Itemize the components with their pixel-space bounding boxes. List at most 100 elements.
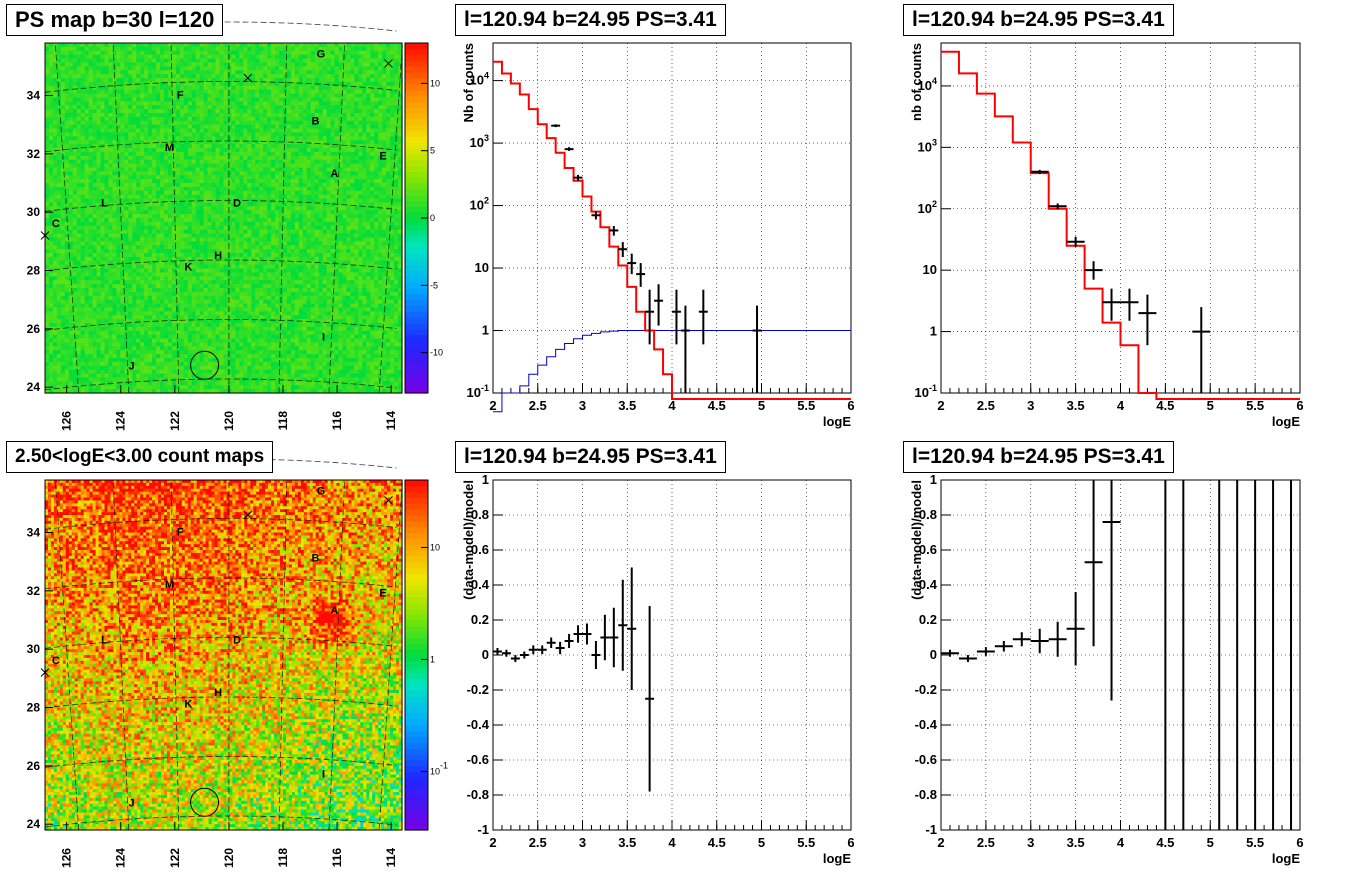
data-point: [752, 305, 762, 393]
x-tick-label: 2: [489, 835, 496, 850]
colorbar-tick-label: 5: [430, 146, 435, 156]
source-label: A: [330, 168, 338, 180]
data-point: [1048, 203, 1067, 210]
y-tick-label: 26: [27, 322, 41, 336]
counts-spectrum-1: [492, 42, 852, 413]
ps-map: G F B M E A D L C H K I J 126 124 122 120 118 116 114 24 26 28…: [27, 21, 443, 431]
x-tick-label: 4: [668, 835, 676, 850]
x-tick-label: 4.5: [1156, 835, 1174, 850]
source-label: J: [128, 798, 134, 810]
x-tick-label: 4: [668, 398, 676, 413]
y-tick-label: -0.6: [467, 752, 489, 767]
x-tick-label: 3: [1027, 835, 1034, 850]
source-label: K: [184, 262, 192, 274]
ps-map-pixels: [45, 43, 403, 394]
data-point: [994, 641, 1013, 652]
y-axis-label: Nb of counts: [461, 43, 476, 122]
source-label: M: [165, 579, 174, 591]
colorbar-tick-label: 1: [430, 654, 435, 664]
data-point: [551, 124, 561, 128]
count-map-pixels: [45, 480, 403, 831]
map-frame: [44, 42, 403, 394]
x-tick-label: 2.5: [977, 835, 995, 850]
y-tick-label: -0.8: [467, 787, 489, 802]
y-tick-label: -1: [477, 822, 489, 837]
cross-marker: [243, 73, 253, 83]
source-label: I: [322, 769, 325, 781]
data-point: [501, 649, 511, 657]
x-tick-label: 120: [222, 848, 236, 868]
cross-marker: [40, 668, 50, 677]
data-point: [976, 647, 995, 656]
x-tick-label: 3.5: [618, 398, 636, 413]
data-point: [627, 253, 637, 275]
x-tick-label: 6: [1296, 398, 1303, 413]
source-label: D: [233, 197, 241, 209]
y-tick-label: -0.4: [915, 717, 938, 732]
x-tick-label: 114: [384, 411, 398, 431]
y-tick-label: 30: [27, 642, 41, 656]
source-label: H: [214, 687, 222, 699]
y-tick-label: 0.6: [919, 542, 937, 557]
y-tick-label: 0: [930, 647, 937, 662]
y-tick-label: 26: [27, 759, 41, 773]
x-tick-label: 6: [1296, 835, 1303, 850]
y-tick-label: -0.2: [467, 682, 489, 697]
x-tick-label: 4.5: [1156, 398, 1174, 413]
source-label: C: [52, 655, 60, 667]
x-tick-label: 3: [579, 398, 586, 413]
x-tick-label: 5: [758, 398, 765, 413]
y-axis-label: (data-model)/model: [909, 480, 924, 600]
data-point: [1138, 294, 1157, 346]
data-point: [1120, 288, 1139, 321]
x-axis-label: logE: [1272, 414, 1300, 429]
y-tick-label: 1: [482, 323, 489, 338]
x-tick-label: 6: [847, 835, 854, 850]
x-tick-label: 3: [1027, 398, 1034, 413]
y-tick-label: 0.4: [471, 577, 490, 592]
model-histogram: [941, 50, 1300, 400]
x-tick-label: 122: [168, 411, 182, 431]
data-point: [618, 579, 628, 671]
y-axis-label: (data-model)/model: [461, 480, 476, 600]
data-point: [510, 655, 520, 662]
y-axis-label: nb of counts: [909, 43, 924, 121]
x-tick-label: 5.5: [1246, 835, 1264, 850]
count-map: G F B M E A D L C H K I J 126 124 122 120 118 116 114 24 26 28…: [27, 458, 448, 868]
map-frame: [44, 479, 403, 831]
data-point: [1066, 236, 1085, 247]
y-tick-label: 10: [923, 262, 937, 277]
count-map-title: 2.50<logE<3.00 count maps: [6, 441, 274, 473]
colorbar-tick-label: -5: [430, 280, 438, 290]
target-circle: [190, 350, 220, 380]
data-point: [618, 242, 628, 258]
data-point: [600, 614, 610, 661]
y-tick-label: 1: [930, 324, 937, 339]
x-tick-label: 4: [1117, 398, 1125, 413]
x-tick-label: 6: [847, 398, 854, 413]
data-point: [645, 289, 655, 345]
data-point: [654, 284, 664, 326]
spectrum-2-title: l=120.94 b=24.95 PS=3.41: [903, 4, 1174, 36]
data-point: [546, 637, 556, 648]
y-tick-label: 34: [27, 89, 41, 103]
x-tick-label: 116: [330, 411, 344, 431]
data-point: [1066, 592, 1085, 666]
psf-curve: [493, 330, 851, 413]
data-point: [1048, 621, 1067, 657]
data-point: [1102, 480, 1121, 701]
x-axis-label: logE: [1272, 851, 1300, 866]
target-circle: [190, 787, 220, 817]
x-axis-label: logE: [823, 414, 851, 429]
source-label: F: [177, 526, 184, 538]
source-label: H: [214, 250, 222, 262]
source-label: A: [330, 605, 338, 617]
x-tick-label: 2.5: [977, 398, 995, 413]
spectrum-1-title: l=120.94 b=24.95 PS=3.41: [455, 4, 726, 36]
data-point: [627, 567, 637, 690]
x-tick-label: 118: [276, 848, 290, 868]
x-tick-label: 4: [1117, 835, 1125, 850]
colorbar-tick-label: 10: [430, 542, 440, 552]
y-tick-label: -1: [925, 822, 937, 837]
y-tick-label: 103: [918, 137, 937, 154]
